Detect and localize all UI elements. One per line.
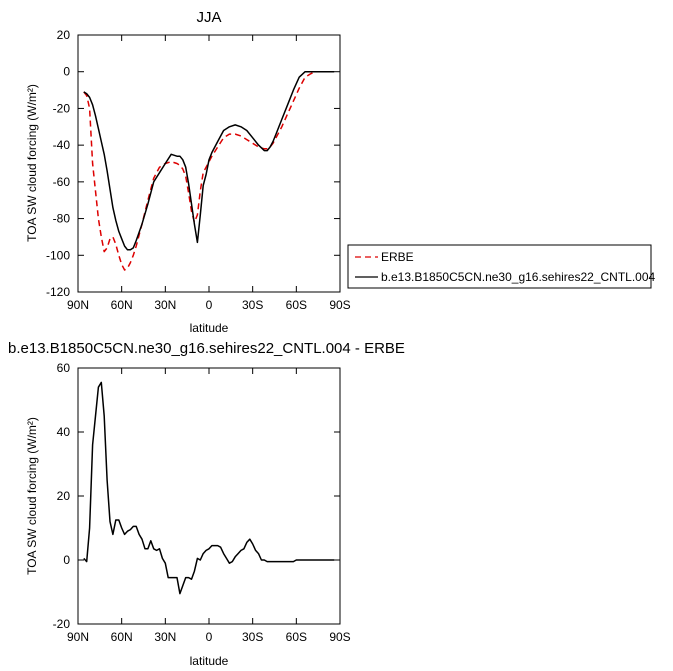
top-x-axis-label: latitude [190, 321, 229, 335]
x-tick-label: 90N [67, 630, 89, 644]
y-tick-label: 20 [57, 489, 71, 503]
x-tick-label: 90S [329, 298, 350, 312]
bottom-y-axis: 60 40 20 0 -20 [53, 361, 340, 631]
bottom-y-axis-label: TOA SW cloud forcing (W/m²) [25, 417, 39, 575]
top-series-group [83, 70, 335, 271]
y-tick-label: 40 [57, 425, 71, 439]
x-tick-label: 30N [154, 298, 176, 312]
y-tick-label: -60 [53, 175, 71, 189]
series-line-top-0 [83, 70, 335, 271]
x-tick-label: 60S [286, 298, 307, 312]
x-tick-label: 0 [206, 298, 213, 312]
y-tick-label: -40 [53, 138, 71, 152]
top-y-axis-label: TOA SW cloud forcing (W/m²) [25, 84, 39, 242]
legend-box [347, 244, 652, 289]
y-tick-label: -120 [46, 285, 70, 299]
top-x-axis: 90N 60N 30N 0 30S 60S 90S [67, 35, 351, 312]
y-tick-label: -80 [53, 212, 71, 226]
x-tick-label: 60S [286, 630, 307, 644]
x-tick-label: 60N [111, 298, 133, 312]
x-tick-label: 0 [206, 630, 213, 644]
legend-label-model: b.e13.B1850C5CN.ne30_g16.sehires22_CNTL.… [381, 270, 656, 284]
top-title: JJA [196, 9, 221, 26]
x-tick-label: 30S [242, 298, 263, 312]
y-tick-label: -100 [46, 248, 70, 262]
series-line-top-1 [83, 70, 335, 251]
bottom-series-group [83, 381, 335, 595]
top-y-axis: 20 0 -20 -40 -60 -80 -100 -120 [46, 28, 340, 299]
y-tick-label: -20 [53, 617, 71, 631]
bottom-panel: b.e13.B1850C5CN.ne30_g16.sehires22_CNTL.… [8, 340, 405, 668]
y-tick-label: 0 [63, 65, 70, 79]
y-tick-label: -20 [53, 101, 71, 115]
y-tick-label: 60 [57, 361, 71, 375]
bottom-plot-frame [77, 367, 341, 625]
bottom-x-axis-label: latitude [190, 654, 229, 668]
x-tick-label: 90N [67, 298, 89, 312]
x-tick-label: 90S [329, 630, 350, 644]
series-line-bot-0 [83, 381, 335, 595]
bottom-x-axis: 90N 60N 30N 0 30S 60S 90S [67, 368, 351, 644]
legend: ERBE b.e13.B1850C5CN.ne30_g16.sehires22_… [347, 244, 656, 289]
x-tick-label: 30N [154, 630, 176, 644]
y-tick-label: 20 [57, 28, 71, 42]
legend-label-erbe: ERBE [381, 250, 414, 264]
top-panel: JJA 20 0 -20 -40 -60 -80 -100 -120 90N 60N 30N 0 30… [25, 9, 656, 335]
y-tick-label: 0 [63, 553, 70, 567]
x-tick-label: 60N [111, 630, 133, 644]
x-tick-label: 30S [242, 630, 263, 644]
bottom-title: b.e13.B1850C5CN.ne30_g16.sehires22_CNTL.… [8, 340, 405, 357]
